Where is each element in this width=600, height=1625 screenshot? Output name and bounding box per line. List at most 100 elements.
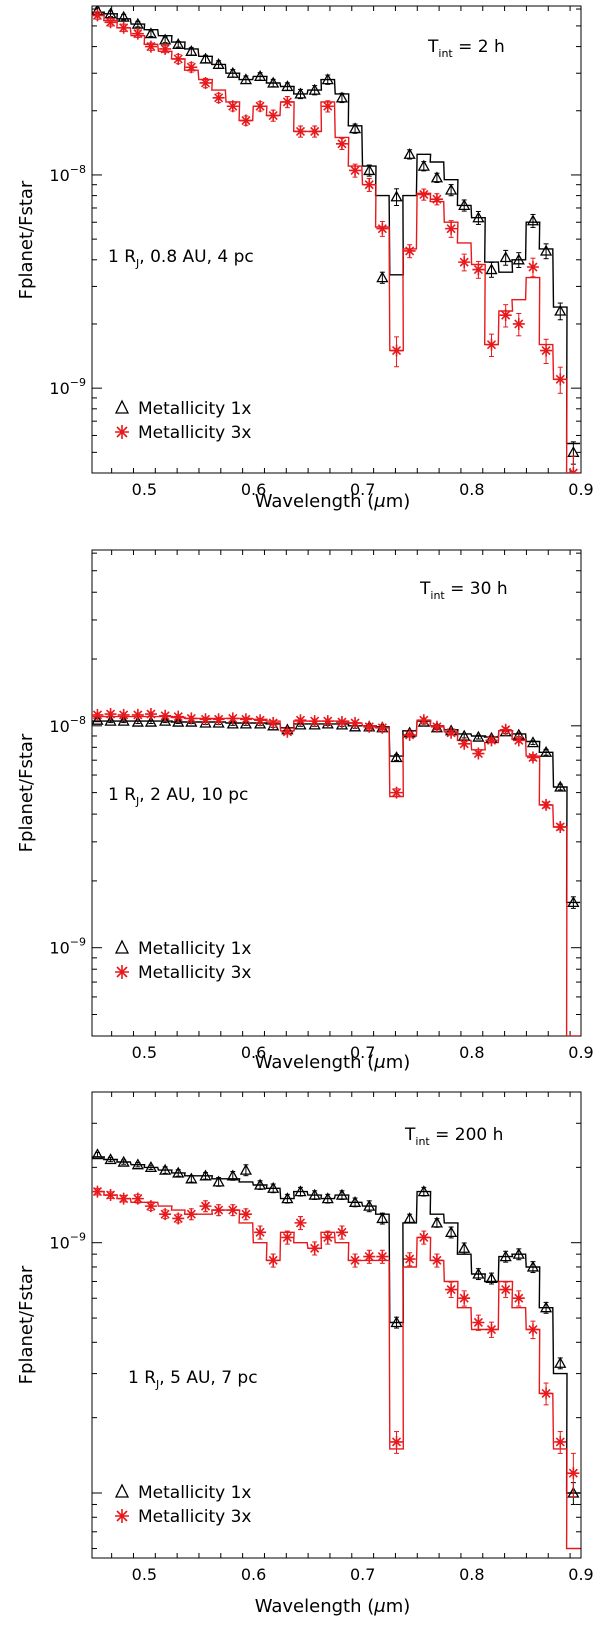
data-point-3x — [512, 317, 525, 330]
data-point-1x — [376, 1212, 389, 1224]
x-tick-label: 0.7 — [350, 1565, 375, 1584]
y-tick-exponent: −8 — [70, 163, 86, 176]
data-point-3x — [526, 1323, 539, 1336]
data-point-3x — [363, 1250, 376, 1263]
data-point-3x — [185, 1208, 198, 1221]
data-point-3x — [512, 1292, 525, 1305]
x-axis-label: Wavelength (μm) — [255, 1052, 411, 1073]
data-point-1x — [512, 253, 525, 265]
data-point-3x — [254, 1226, 267, 1239]
data-point-3x — [104, 708, 117, 721]
annotation-t: T — [419, 579, 431, 599]
legend-marker-3x — [115, 1509, 129, 1523]
data-point-3x — [349, 1254, 362, 1267]
data-point-3x — [458, 737, 471, 750]
data-point-1x — [526, 214, 540, 226]
data-point-1x — [253, 70, 267, 82]
data-point-3x — [540, 1387, 553, 1400]
data-point-1x — [159, 714, 172, 726]
legend-marker-3x — [115, 425, 129, 439]
data-point-1x — [253, 1178, 267, 1190]
data-point-3x — [281, 95, 294, 108]
annotation-sub: int — [430, 589, 445, 602]
annotation-value: = 30 h — [445, 579, 508, 599]
data-point-1x — [567, 896, 580, 908]
x-tick-label: 0.6 — [241, 480, 266, 499]
data-point-3x — [159, 709, 172, 722]
y-tick-base: 10 — [49, 717, 69, 736]
xlabel-mu: μ — [373, 1596, 385, 1617]
data-point-1x — [172, 1166, 185, 1178]
data-point-1x — [321, 1192, 334, 1204]
xlabel-mu: μ — [373, 1052, 385, 1073]
data-point-3x — [430, 193, 443, 206]
data-point-1x — [104, 714, 117, 726]
data-point-1x — [144, 715, 158, 727]
data-point-3x — [499, 723, 512, 736]
data-point-1x — [172, 37, 185, 49]
data-point-3x — [131, 27, 144, 40]
data-point-3x — [417, 1231, 430, 1244]
data-point-1x — [512, 1247, 525, 1259]
data-point-1x — [117, 714, 130, 726]
data-point-3x — [403, 244, 416, 257]
data-point-1x — [376, 271, 389, 283]
legend-label-3x: Metallicity 3x — [138, 963, 251, 983]
x-tick-label: 0.8 — [459, 1565, 484, 1584]
data-point-1x — [335, 1188, 349, 1200]
data-point-3x — [417, 188, 430, 201]
data-point-3x — [212, 713, 225, 726]
x-tick-label: 0.9 — [568, 1043, 593, 1062]
y-axis-label: Fplanet/Fstar — [16, 180, 37, 299]
config-prefix: 1 R — [108, 247, 136, 267]
data-point-3x — [226, 100, 239, 113]
data-point-3x — [239, 1208, 252, 1221]
data-point-3x — [349, 716, 362, 729]
data-point-3x — [349, 164, 362, 177]
data-point-3x — [458, 1292, 471, 1305]
data-point-3x — [117, 1192, 130, 1205]
data-point-3x — [294, 1216, 307, 1229]
y-tick-exponent: −8 — [70, 714, 86, 727]
legend-label-3x: Metallicity 3x — [138, 1507, 251, 1527]
data-point-3x — [281, 1231, 294, 1244]
plot-frame — [91, 1091, 582, 1559]
plot-area — [92, 1148, 581, 1550]
data-point-1x — [281, 80, 294, 92]
plot-area — [92, 708, 581, 1036]
data-point-3x — [472, 1316, 485, 1329]
data-point-3x — [390, 786, 403, 799]
data-point-3x — [104, 16, 117, 29]
data-point-3x — [144, 708, 157, 721]
model-step-line-3x — [92, 1190, 581, 1550]
data-point-1x — [226, 66, 239, 78]
data-point-3x — [472, 263, 485, 276]
x-tick-label: 0.5 — [132, 1043, 157, 1062]
data-point-3x — [390, 344, 403, 357]
data-point-1x — [185, 1172, 198, 1184]
data-point-1x — [390, 751, 403, 763]
data-point-1x — [348, 122, 362, 134]
x-tick-label: 0.5 — [132, 1565, 157, 1584]
legend-marker-3x — [115, 965, 129, 979]
xlabel-mu: μ — [373, 491, 385, 512]
data-point-3x — [363, 178, 376, 191]
data-point-3x — [104, 1189, 117, 1202]
data-point-3x — [540, 798, 553, 811]
data-point-1x — [458, 199, 471, 211]
config-rest: , 2 AU, 10 pc — [139, 785, 248, 805]
data-point-1x — [239, 717, 253, 729]
y-axis-label: Fplanet/Fstar — [16, 1265, 37, 1384]
data-point-3x — [321, 100, 334, 113]
data-point-3x — [458, 256, 471, 269]
config-sub: J — [155, 1378, 159, 1391]
data-point-3x — [281, 725, 294, 738]
data-point-1x — [554, 304, 567, 316]
data-point-3x — [499, 309, 512, 322]
data-point-1x — [294, 718, 307, 730]
data-point-3x — [172, 710, 185, 723]
configuration-label: 1 RJ, 2 AU, 10 pc — [108, 785, 248, 808]
data-point-1x — [348, 1195, 362, 1207]
data-point-3x — [239, 713, 252, 726]
